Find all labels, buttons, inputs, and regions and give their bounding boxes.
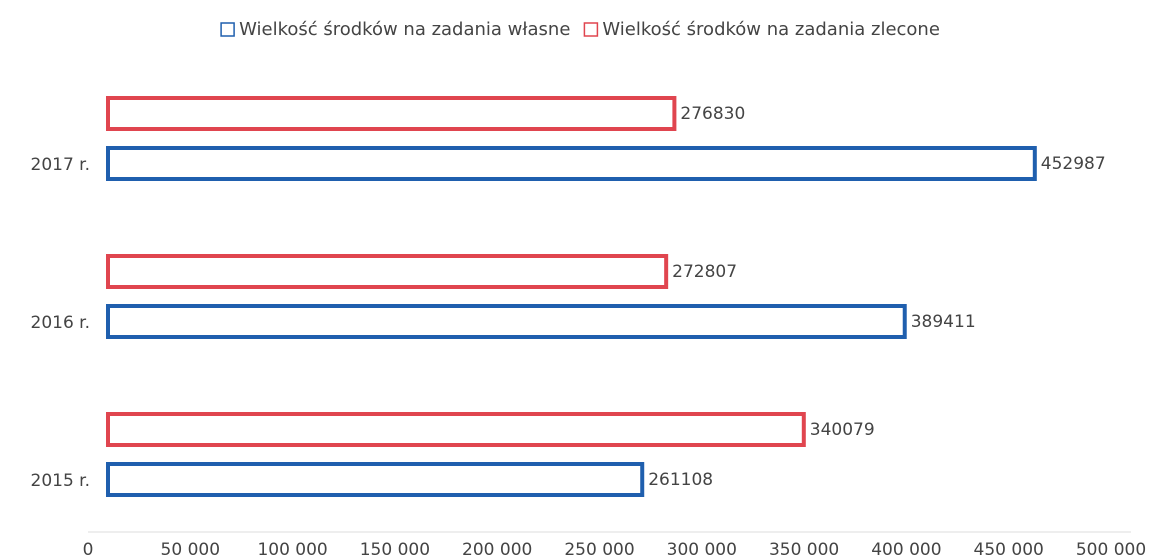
x-tick-label: 500 000 bbox=[1076, 540, 1146, 558]
bar bbox=[106, 254, 669, 289]
y-tick-label: 2016 r. bbox=[31, 313, 91, 333]
legend-swatch bbox=[583, 22, 599, 37]
x-tick-label: 100 000 bbox=[257, 540, 327, 558]
x-tick-label: 300 000 bbox=[667, 540, 737, 558]
x-tick-label: 350 000 bbox=[769, 540, 839, 558]
x-tick-label: 0 bbox=[83, 540, 94, 558]
value-label: 276830 bbox=[680, 104, 745, 124]
x-tick-label: 200 000 bbox=[462, 540, 532, 558]
value-label: 452987 bbox=[1041, 154, 1106, 174]
value-label: 272807 bbox=[672, 262, 737, 282]
bar bbox=[106, 304, 907, 339]
legend-label: Wielkość środków na zadania własne bbox=[239, 19, 570, 40]
x-tick-label: 450 000 bbox=[974, 540, 1044, 558]
bar bbox=[106, 96, 677, 131]
value-label: 389411 bbox=[911, 312, 976, 332]
x-tick-label: 50 000 bbox=[161, 540, 220, 558]
bar bbox=[106, 412, 806, 447]
legend-label: Wielkość środków na zadania zlecone bbox=[602, 19, 940, 40]
x-tick-label: 250 000 bbox=[564, 540, 634, 558]
y-tick-label: 2015 r. bbox=[31, 471, 91, 491]
bar bbox=[106, 146, 1037, 181]
x-tick-label: 150 000 bbox=[360, 540, 430, 558]
value-label: 340079 bbox=[810, 420, 875, 440]
value-label: 261108 bbox=[648, 470, 713, 490]
y-tick-label: 2017 r. bbox=[31, 155, 91, 175]
x-tick-label: 400 000 bbox=[871, 540, 941, 558]
legend-swatch bbox=[220, 22, 235, 37]
bar bbox=[106, 462, 645, 497]
